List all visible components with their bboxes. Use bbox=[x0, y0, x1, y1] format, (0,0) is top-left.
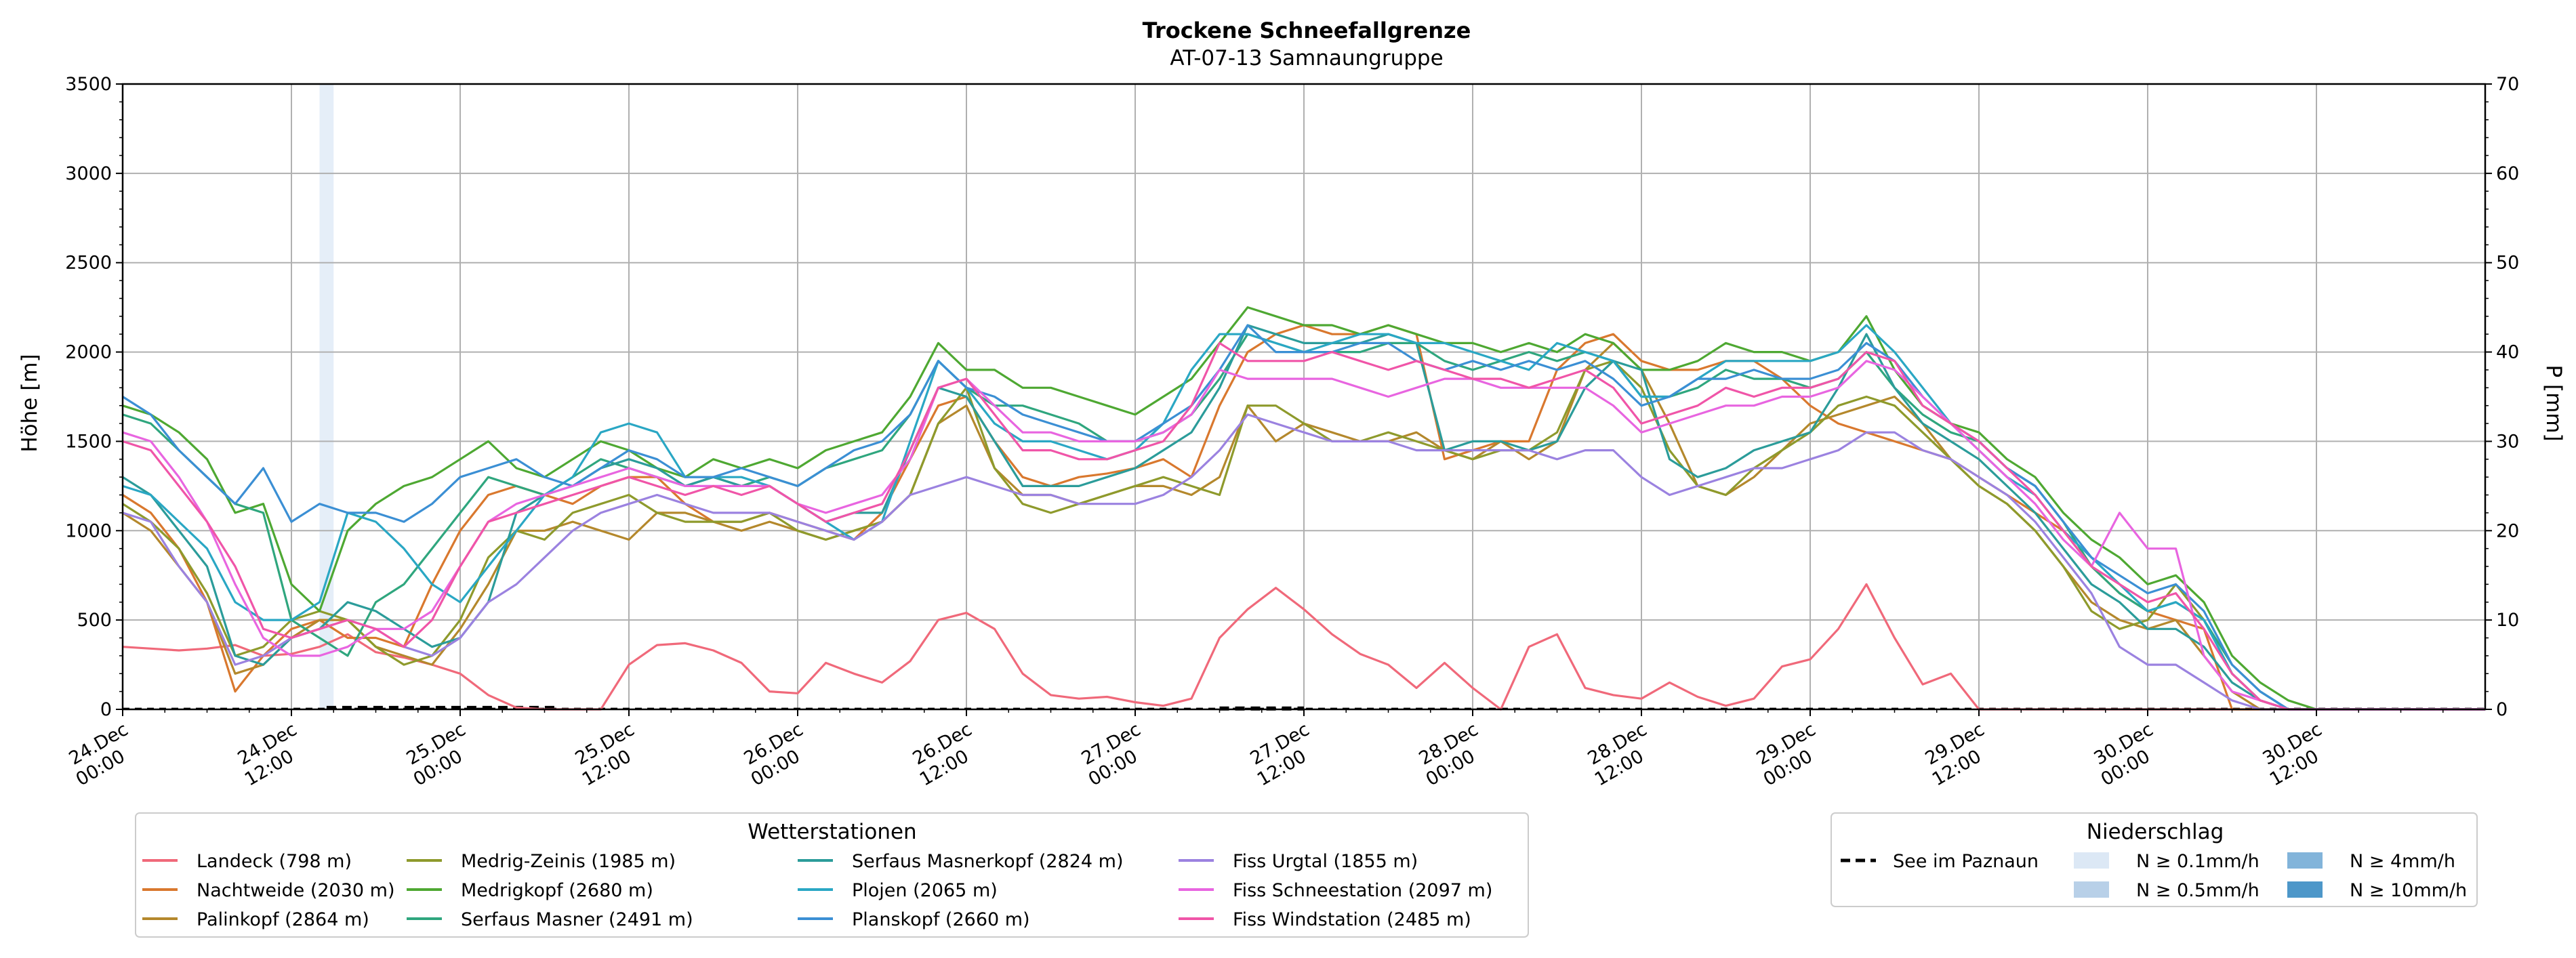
y-tick-label-left: 3500 bbox=[65, 74, 112, 95]
legend-label: Medrig-Zeinis (1985 m) bbox=[461, 851, 676, 872]
y-tick-label-right: 10 bbox=[2496, 610, 2519, 631]
y-tick-label-right: 20 bbox=[2496, 520, 2519, 541]
y-tick-label-right: 40 bbox=[2496, 342, 2519, 363]
series-line bbox=[122, 341, 2485, 711]
legend-precip: Niederschlag See im Paznaun N ≥ 0.1mm/h N… bbox=[1831, 812, 2478, 907]
y-tick-label-left: 1500 bbox=[65, 431, 112, 452]
legend-label: Plojen (2065 m) bbox=[852, 880, 998, 901]
legend-label: Nachtweide (2030 m) bbox=[197, 880, 394, 901]
series-line bbox=[122, 413, 2485, 711]
legend-label: Fiss Urgtal (1855 m) bbox=[1233, 851, 1418, 872]
legend-precip-swatch bbox=[2074, 852, 2109, 869]
legend-precip-label: N ≥ 10mm/h bbox=[2350, 880, 2467, 901]
legend-label: Medrigkopf (2680 m) bbox=[461, 880, 653, 901]
legend-precip-label: N ≥ 0.5mm/h bbox=[2136, 880, 2260, 901]
chart-subtitle: AT-07-13 Samnaungruppe bbox=[1170, 46, 1443, 70]
legend-precip-label: N ≥ 0.1mm/h bbox=[2136, 851, 2260, 872]
y-tick-label-left: 2000 bbox=[65, 342, 112, 363]
y-tick-label-left: 0 bbox=[100, 699, 112, 720]
legend-stations-title: Wetterstationen bbox=[748, 820, 916, 844]
legend-label: Landeck (798 m) bbox=[197, 851, 352, 872]
legend-stations: Wetterstationen Landeck (798 m) Nachtweid… bbox=[135, 812, 1529, 938]
series-line bbox=[122, 324, 2485, 711]
legend-precip-swatch bbox=[2074, 881, 2109, 898]
y-tick-label-left: 1000 bbox=[65, 520, 112, 541]
legend-precip-swatch bbox=[2287, 881, 2323, 898]
legend-precip-title: Niederschlag bbox=[2087, 820, 2224, 844]
legend-label: Serfaus Masner (2491 m) bbox=[461, 909, 693, 930]
legend-label: Fiss Windstation (2485 m) bbox=[1233, 909, 1471, 930]
y-tick-label-right: 30 bbox=[2496, 431, 2519, 452]
plot-area bbox=[122, 83, 2485, 711]
legend-precip-label: N ≥ 4mm/h bbox=[2350, 851, 2455, 872]
y-tick-label-right: 0 bbox=[2496, 699, 2508, 720]
y-axis-label-left: Höhe [m] bbox=[18, 354, 42, 452]
legend-lake-label: See im Paznaun bbox=[1893, 851, 2039, 872]
chart-title: Trockene Schneefallgrenze bbox=[1143, 18, 1471, 43]
legend-label: Fiss Schneestation (2097 m) bbox=[1233, 880, 1492, 901]
y-tick-label-right: 70 bbox=[2496, 74, 2519, 95]
series-line bbox=[122, 306, 2485, 711]
y-tick-label-right: 60 bbox=[2496, 163, 2519, 184]
legend-label: Serfaus Masnerkopf (2824 m) bbox=[852, 851, 1123, 872]
legend-label: Planskopf (2660 m) bbox=[852, 909, 1030, 930]
legend-stations-frame bbox=[135, 812, 1529, 938]
y-tick-label-left: 500 bbox=[77, 610, 112, 631]
y-axis-label-right: P [mm] bbox=[2541, 365, 2566, 441]
legend-precip-swatch bbox=[2287, 852, 2323, 869]
precip-band bbox=[319, 84, 334, 709]
y-tick-label-right: 50 bbox=[2496, 253, 2519, 274]
legend-label: Palinkopf (2864 m) bbox=[197, 909, 369, 930]
y-tick-label-left: 3000 bbox=[65, 163, 112, 184]
y-tick-label-left: 2500 bbox=[65, 253, 112, 274]
